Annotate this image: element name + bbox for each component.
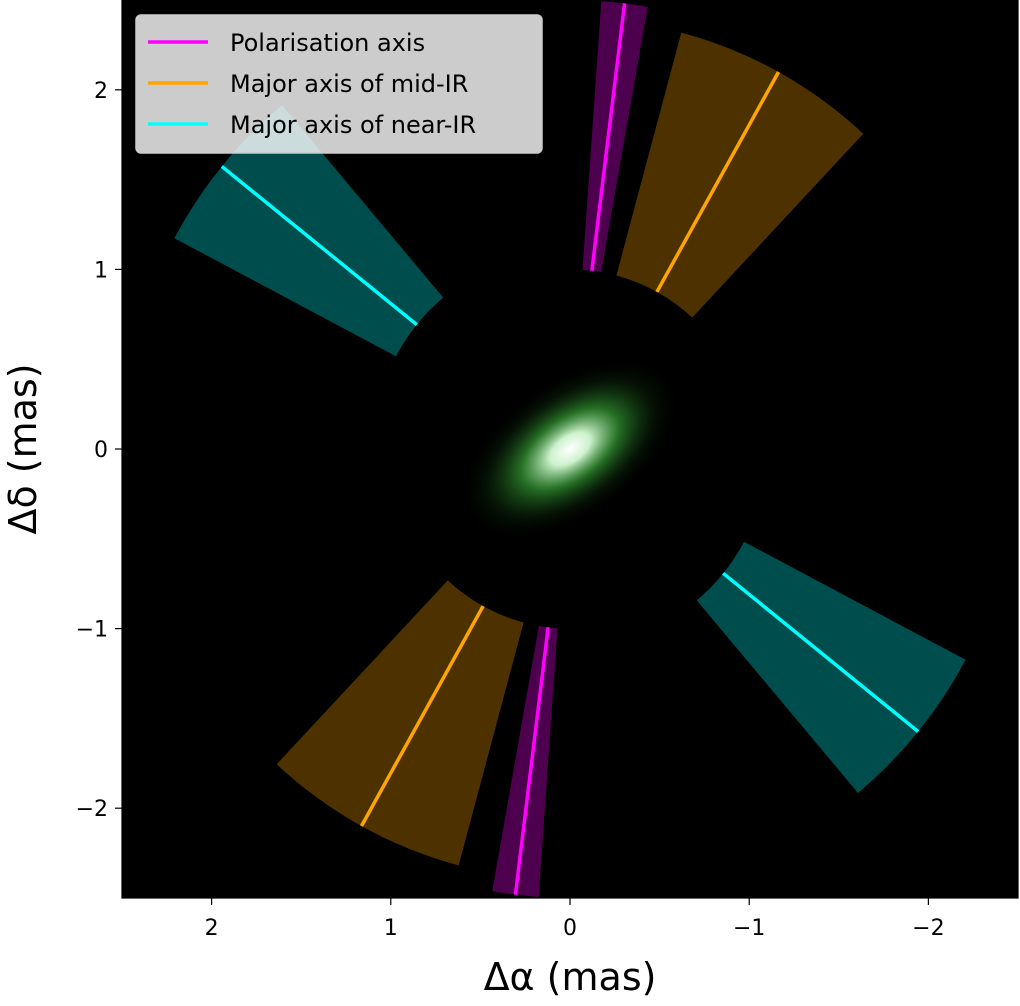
legend-label: Major axis of mid-IR bbox=[230, 70, 468, 98]
y-tick-label: 0 bbox=[94, 438, 108, 463]
major-axis-of-mid-ir-uncertainty-wedge-south bbox=[276, 580, 524, 866]
y-tick-label: 1 bbox=[94, 258, 108, 283]
legend-label: Polarisation axis bbox=[230, 29, 425, 57]
legend: Polarisation axis Major axis of mid-IR Maj… bbox=[135, 14, 543, 154]
legend-label: Major axis of near-IR bbox=[230, 111, 476, 139]
y-tick-label: −1 bbox=[76, 618, 108, 643]
x-tick-label: −1 bbox=[733, 916, 765, 941]
central-source-image bbox=[459, 357, 681, 541]
x-axis-label: Δα (mas) bbox=[484, 955, 657, 999]
legend-box bbox=[135, 14, 543, 154]
y-tick-label: 2 bbox=[94, 79, 108, 104]
x-tick-label: −2 bbox=[912, 916, 944, 941]
x-tick-label: 1 bbox=[384, 916, 398, 941]
y-axis-label: Δδ (mas) bbox=[1, 363, 45, 534]
polarisation-axis-line-north bbox=[590, 3, 627, 271]
major-axis-of-mid-ir-line-north bbox=[655, 71, 781, 293]
major-axis-of-mid-ir-line-south bbox=[359, 605, 485, 827]
major-axis-of-near-ir-line-south bbox=[722, 571, 920, 733]
x-tick-label: 0 bbox=[563, 916, 577, 941]
polarisation-axis-line-south bbox=[513, 627, 550, 895]
major-axis-of-mid-ir-uncertainty-wedge-north bbox=[616, 32, 864, 318]
y-tick-label: −2 bbox=[76, 797, 108, 822]
x-tick-label: 2 bbox=[205, 916, 219, 941]
major-axis-of-near-ir-line-north bbox=[220, 165, 418, 327]
